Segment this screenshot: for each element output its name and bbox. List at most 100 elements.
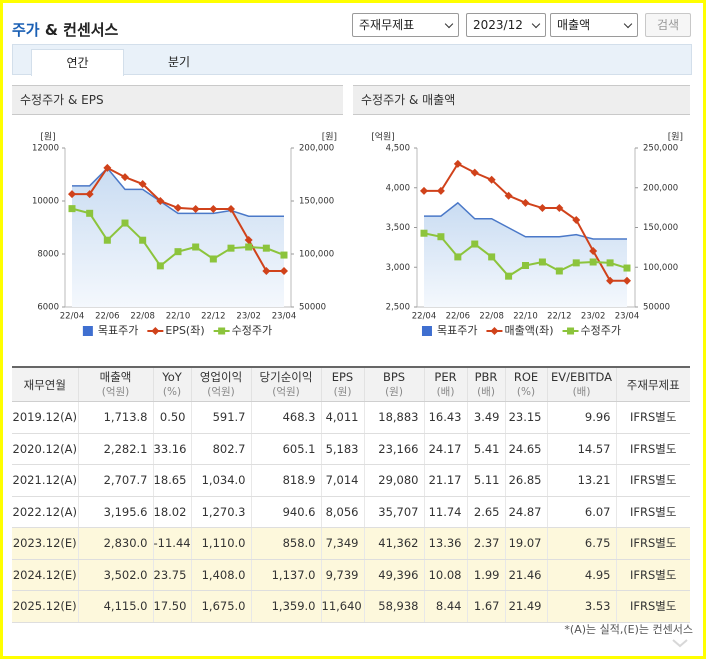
y2-unit: [원] bbox=[322, 132, 337, 143]
table-row: 2024.12(E) 3,502.0 23.75 1,408.0 1,137.0 9,73… bbox=[12, 559, 690, 591]
footnote: *(A)는 실적,(E)는 컨센서스 bbox=[564, 623, 693, 636]
legend-marker bbox=[490, 327, 499, 335]
table-row: 2020.12(A) 2,282.1 33.16 802.7 605.1 5,183 23,… bbox=[12, 433, 690, 465]
chart: [억원] [원] 2,500 3,000 3,500 4,000 4,500 50000 100… bbox=[371, 131, 683, 338]
column-header: 매출액 (억원) bbox=[77, 366, 153, 402]
chart: [원] [원] 6000 8000 10000 12000 50000 100,000 150,… bbox=[32, 132, 337, 338]
point-marker bbox=[471, 240, 479, 248]
table-cell: 858.0 bbox=[250, 527, 321, 560]
x-tick-label: 22/06 bbox=[95, 312, 120, 322]
column-unit: (배) bbox=[572, 386, 591, 398]
table-cell: 3,195.6 bbox=[77, 496, 153, 528]
table-cell: 5,183 bbox=[320, 433, 364, 465]
table-cell: 2.37 bbox=[466, 527, 505, 560]
point-marker bbox=[538, 258, 546, 266]
table-cell: 21.17 bbox=[423, 464, 467, 497]
table-cell: 17.50 bbox=[152, 590, 191, 623]
y2-tick-label: 200,000 bbox=[299, 144, 334, 154]
table-cell: 18.02 bbox=[152, 496, 191, 528]
column-name: 주재무제표 bbox=[626, 377, 680, 392]
legend-label: 목표주가 bbox=[98, 324, 138, 337]
table-cell: 23.15 bbox=[504, 401, 547, 434]
table-cell: 1,408.0 bbox=[190, 559, 251, 591]
column-header: YoY (%) bbox=[152, 366, 191, 402]
point-marker bbox=[245, 243, 253, 251]
x-tick-label: 22/04 bbox=[412, 312, 437, 322]
point-marker bbox=[121, 219, 129, 227]
table-cell: 23,166 bbox=[363, 433, 424, 465]
point-marker bbox=[522, 262, 529, 270]
column-name: EPS bbox=[331, 370, 354, 384]
point-marker bbox=[244, 235, 253, 244]
point-marker bbox=[174, 203, 182, 212]
point-marker bbox=[68, 190, 76, 199]
y-tick-label: 4,000 bbox=[386, 183, 410, 193]
y2-tick-label: 250,000 bbox=[643, 144, 678, 154]
table-cell: 9,739 bbox=[320, 559, 364, 591]
column-name: YoY bbox=[162, 370, 182, 384]
table-cell: 2,707.7 bbox=[77, 464, 153, 497]
table-cell: 1.99 bbox=[466, 559, 505, 591]
point-marker bbox=[453, 159, 462, 168]
y-tick-label: 3,500 bbox=[386, 223, 410, 233]
table-cell: IFRS별도 bbox=[615, 590, 690, 623]
column-name: 재무연월 bbox=[23, 377, 66, 392]
financial-table: 재무연월 매출액 (억원) YoY (%) 영업이익 (억원) 당기순이익 (억원) EPS (원)… bbox=[12, 366, 690, 623]
table-cell: 41,362 bbox=[363, 527, 424, 560]
x-tick-label: 22/08 bbox=[479, 312, 504, 322]
column-unit: (억원) bbox=[272, 386, 300, 398]
column-unit: (배) bbox=[477, 386, 495, 398]
x-tick-label: 22/06 bbox=[446, 312, 471, 322]
chart-title: 수정주가 & 매출액 bbox=[353, 85, 690, 115]
chart-panel: 수정주가 & EPS [원] [원] 6000 8000 10000 12000 50000… bbox=[12, 85, 343, 337]
table-cell: 23.75 bbox=[152, 559, 191, 591]
table-row: 2023.12(E) 2,830.0 -11.44 1,110.0 858.0 7,349… bbox=[12, 527, 690, 560]
point-marker bbox=[191, 204, 200, 213]
point-marker bbox=[262, 244, 270, 252]
title-main: 주가 bbox=[12, 21, 40, 39]
chart-title: 수정주가 & EPS bbox=[12, 85, 343, 115]
table-cell: IFRS별도 bbox=[615, 559, 690, 591]
x-tick-label: 22/12 bbox=[547, 312, 572, 322]
x-tick-label: 23/02 bbox=[581, 312, 606, 322]
table-cell: 16.43 bbox=[423, 401, 467, 434]
point-marker bbox=[209, 204, 218, 213]
table-cell: 13.36 bbox=[423, 527, 467, 560]
table-head: 재무연월 매출액 (억원) YoY (%) 영업이익 (억원) 당기순이익 (억원) EPS (원)… bbox=[12, 366, 690, 402]
legend-label: 수정주가 bbox=[581, 324, 621, 337]
point-marker bbox=[470, 168, 479, 177]
period-select[interactable]: 2023/12 bbox=[466, 13, 546, 37]
column-unit: (%) bbox=[162, 386, 182, 398]
table-cell: IFRS별도 bbox=[615, 401, 690, 434]
y-unit: [억원] bbox=[371, 131, 395, 143]
statement-select[interactable]: 주재무제표 bbox=[352, 13, 459, 37]
point-marker bbox=[623, 276, 631, 285]
column-header: EV/EBITDA (배) bbox=[546, 366, 616, 402]
legend: 목표주가 매출액(좌) 수정주가 bbox=[421, 324, 621, 337]
table-cell: 2,282.1 bbox=[77, 433, 153, 465]
point-marker bbox=[280, 266, 288, 275]
search-button[interactable]: 검색 bbox=[645, 13, 691, 37]
table-cell: 2,830.0 bbox=[77, 527, 153, 560]
item-select[interactable]: 매출액 bbox=[550, 13, 638, 37]
table-cell: 2025.12(E) bbox=[12, 590, 78, 623]
table-cell: 10.08 bbox=[423, 559, 467, 591]
table-cell: 2024.12(E) bbox=[12, 559, 78, 591]
column-name: 당기순이익 bbox=[259, 370, 313, 384]
column-header: PBR (배) bbox=[466, 366, 505, 402]
table-row: 2019.12(A) 1,713.8 0.50 591.7 468.3 4,011 18,8… bbox=[12, 401, 690, 434]
column-unit: (배) bbox=[436, 386, 455, 398]
legend-swatch bbox=[421, 326, 432, 336]
table-cell: 2021.12(A) bbox=[12, 464, 78, 497]
table-row: 2025.12(E) 4,115.0 17.50 1,675.0 1,359.0 11,6… bbox=[12, 590, 690, 623]
tab-quarterly[interactable]: 분기 bbox=[167, 55, 191, 69]
collapse-icon[interactable] bbox=[671, 637, 689, 649]
point-marker bbox=[138, 180, 147, 189]
table-cell: 33.16 bbox=[152, 433, 191, 465]
point-marker bbox=[192, 243, 200, 251]
legend-marker bbox=[567, 327, 575, 335]
chart-panel: 수정주가 & 매출액 [억원] [원] 2,500 3,000 3,500 4,000 4,… bbox=[353, 85, 690, 337]
table-cell: 58,938 bbox=[363, 590, 424, 623]
tab-annual[interactable]: 연간 bbox=[31, 49, 124, 76]
